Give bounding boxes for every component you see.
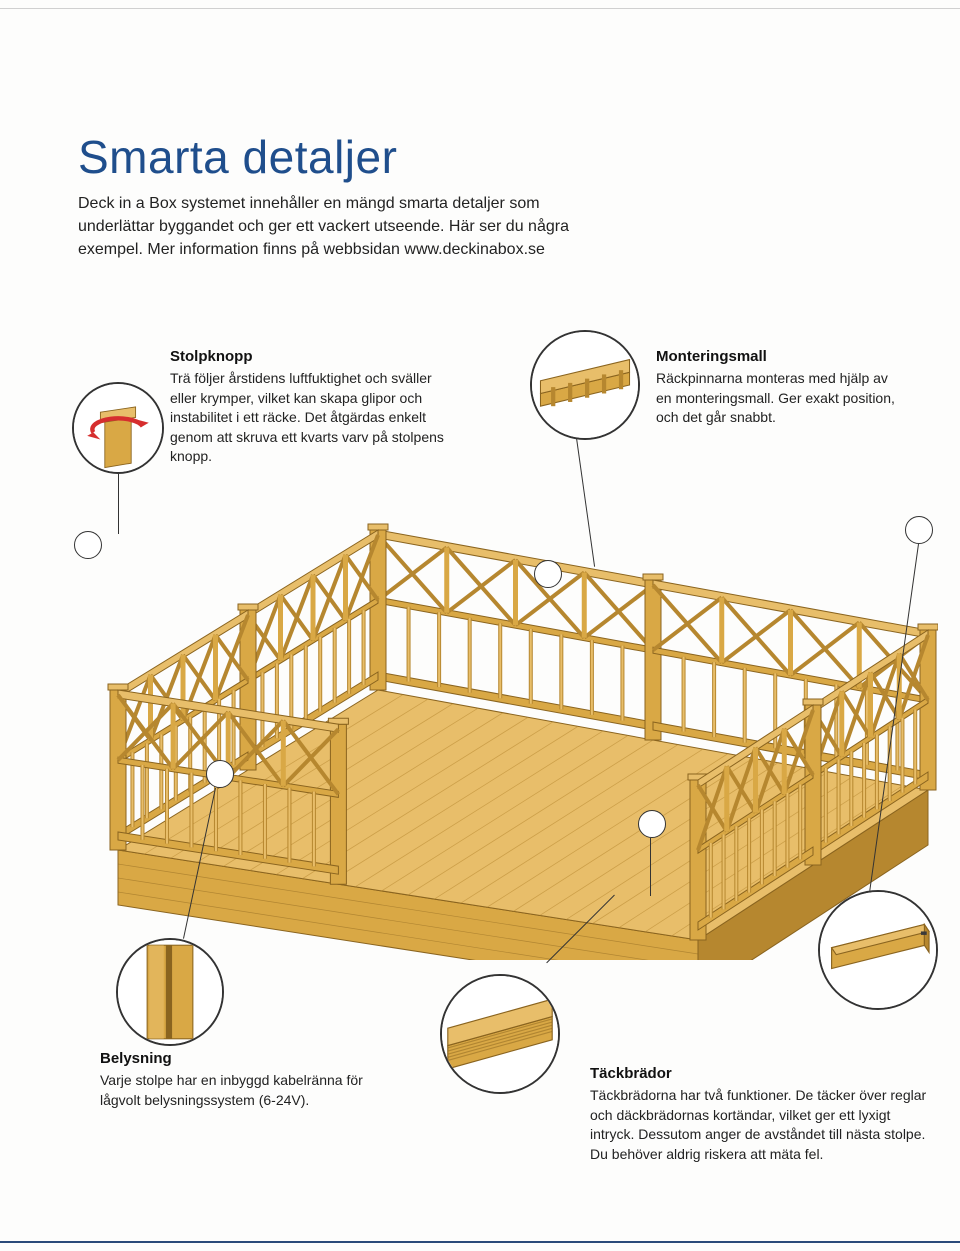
deck-illustration — [78, 440, 938, 960]
anchor-post-top — [74, 531, 102, 559]
bottom-rule — [0, 1241, 960, 1243]
callout-title: Stolpknopp — [170, 348, 455, 365]
callout-title: Täckbrädor — [590, 1065, 930, 1082]
anchor-rail-bottom — [206, 760, 234, 788]
top-rule — [0, 8, 960, 9]
detail-belysning-icon — [116, 938, 224, 1046]
callout-title: Monteringsmall — [656, 348, 906, 365]
callout-body: Räckpinnarna monteras med hjälp av en mo… — [656, 369, 906, 428]
callout-body: Täckbrädorna har två funktioner. De täck… — [590, 1086, 930, 1164]
detail-tackbrador-profile-icon — [440, 974, 560, 1094]
callout-tackbrador: Täckbrädor Täckbrädorna har två funktion… — [590, 1065, 930, 1164]
callout-belysning: Belysning Varje stolpe har en inbyggd ka… — [100, 1050, 390, 1110]
leader-line — [650, 838, 651, 896]
callout-title: Belysning — [100, 1050, 390, 1067]
detail-tackbrador-plank-icon — [818, 890, 938, 1010]
detail-monteringsmall-icon — [530, 330, 640, 440]
callout-body: Varje stolpe har en inbyggd kabelränna f… — [100, 1071, 390, 1110]
detail-stolpknopp-icon — [72, 382, 164, 474]
page-title: Smarta detaljer — [78, 130, 397, 184]
anchor-post-right — [905, 516, 933, 544]
anchor-rail-top — [534, 560, 562, 588]
anchor-floor — [638, 810, 666, 838]
leader-line — [118, 474, 119, 534]
intro-text: Deck in a Box systemet innehåller en män… — [78, 192, 618, 262]
callout-monteringsmall: Monteringsmall Räckpinnarna monteras med… — [656, 348, 906, 428]
